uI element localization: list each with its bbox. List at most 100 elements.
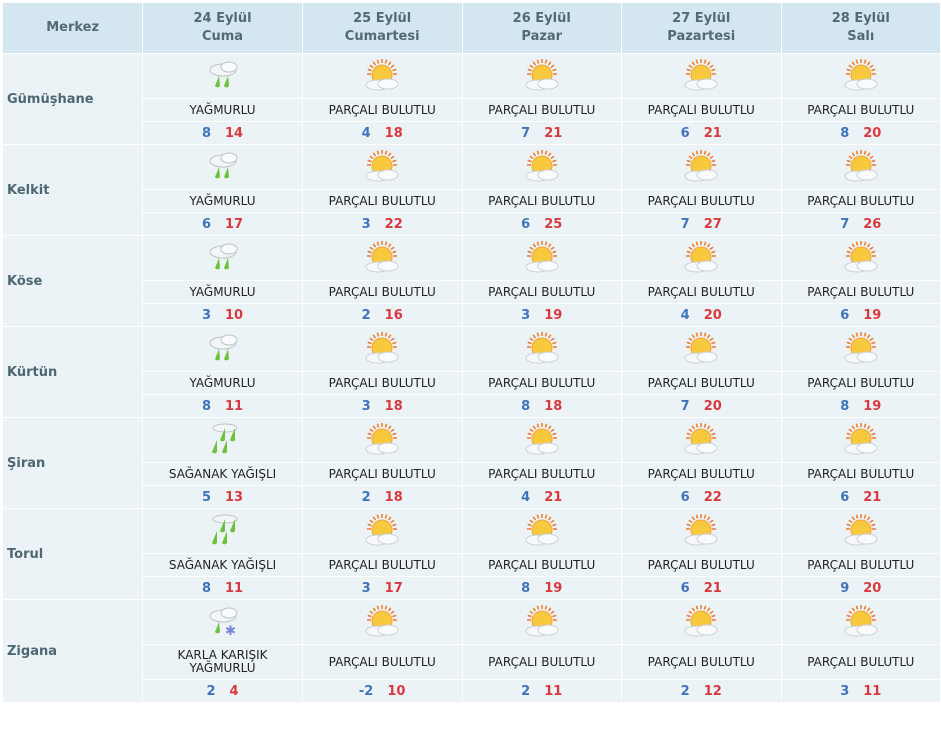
max-temp: 14: [225, 125, 244, 141]
temperature-cell: 8 20: [781, 122, 940, 144]
condition-text: PARÇALI BULUTLU: [462, 281, 621, 303]
condition-text: KARLA KARIŞIK YAĞMURLU: [143, 645, 302, 679]
min-temp: 8: [521, 580, 531, 596]
partly-cloudy-icon: [622, 241, 781, 275]
max-temp: 19: [863, 307, 882, 323]
min-temp: 6: [680, 125, 690, 141]
min-temp: 2: [521, 683, 531, 699]
header-date: 25 Eylül: [353, 11, 412, 26]
temperature-cell: 7 27: [621, 213, 781, 235]
max-temp: 21: [703, 125, 722, 141]
weather-icon-cell: [302, 509, 462, 553]
partly-cloudy-icon: [782, 332, 940, 366]
weather-icon-cell: [781, 145, 940, 189]
weather-icon-cell: [462, 418, 621, 462]
max-temp: 11: [544, 683, 563, 699]
temperature-cell: 8 11: [143, 577, 302, 599]
weather-icon-cell: [302, 418, 462, 462]
condition-text: PARÇALI BULUTLU: [462, 372, 621, 394]
max-temp: 21: [544, 125, 563, 141]
temperature-cell: 2 12: [621, 680, 781, 702]
condition-text: PARÇALI BULUTLU: [302, 190, 462, 212]
city-name: Kürtün: [3, 327, 143, 417]
heavy-rain-icon: [143, 513, 302, 549]
partly-cloudy-icon: [463, 423, 621, 457]
table-row: 3 10 2 16 3 19 4 20 6 19: [3, 304, 940, 326]
temperature-cell: 5 13: [143, 486, 302, 508]
weather-icon-cell: ✱: [143, 600, 302, 644]
weather-icon-cell: [781, 236, 940, 280]
min-temp: 3: [361, 216, 371, 232]
temperature-cell: -2 10: [302, 680, 462, 702]
min-temp: -2: [358, 683, 374, 699]
partly-cloudy-icon: [622, 423, 781, 457]
forecast-table: Merkez 24 Eylül Cuma 25 Eylül Cumartesi 26 E…: [2, 2, 941, 703]
temperature-cell: 6 21: [621, 577, 781, 599]
min-temp: 2: [206, 683, 216, 699]
weather-icon-cell: [302, 54, 462, 98]
weather-icon-cell: [143, 327, 302, 371]
partly-cloudy-icon: [463, 241, 621, 275]
weather-icon-cell: [781, 327, 940, 371]
min-temp: 8: [840, 398, 850, 414]
temperature-cell: 8 18: [462, 395, 621, 417]
header-date: 26 Eylül: [512, 11, 571, 26]
min-temp: 3: [840, 683, 850, 699]
temperature-cell: 3 18: [302, 395, 462, 417]
table-row: YAĞMURLU PARÇALI BULUTLU PARÇALI BULUTLU PA…: [3, 372, 940, 394]
table-row: Köse: [3, 236, 940, 326]
condition-text: PARÇALI BULUTLU: [302, 281, 462, 303]
condition-text: PARÇALI BULUTLU: [621, 281, 781, 303]
partly-cloudy-icon: [303, 605, 462, 639]
header-row: Merkez 24 Eylül Cuma 25 Eylül Cumartesi 26 E…: [3, 3, 940, 53]
table-row: 8 11 3 17 8 19 6 21 9 20: [3, 577, 940, 599]
partly-cloudy-icon: [463, 150, 621, 184]
min-temp: 7: [840, 216, 850, 232]
max-temp: 12: [703, 683, 722, 699]
partly-cloudy-icon: [622, 514, 781, 548]
weather-icon-cell: [621, 236, 781, 280]
max-temp: 25: [544, 216, 563, 232]
weather-icon-cell: [462, 600, 621, 644]
city-name: Köse: [3, 236, 143, 326]
condition-text: PARÇALI BULUTLU: [781, 463, 940, 485]
weather-icon-cell: [143, 145, 302, 189]
partly-cloudy-icon: [782, 605, 940, 639]
condition-text: PARÇALI BULUTLU: [621, 645, 781, 679]
max-temp: 27: [703, 216, 722, 232]
rain-icon: [143, 58, 302, 94]
max-temp: 19: [544, 307, 563, 323]
partly-cloudy-icon: [303, 514, 462, 548]
condition-text: SAĞANAK YAĞIŞLI: [143, 554, 302, 576]
city-name: Gümüşhane: [3, 54, 143, 144]
weather-icon-cell: [462, 236, 621, 280]
min-temp: 8: [521, 398, 531, 414]
temperature-cell: 2 11: [462, 680, 621, 702]
min-temp: 4: [680, 307, 690, 323]
temperature-cell: 3 17: [302, 577, 462, 599]
partly-cloudy-icon: [622, 332, 781, 366]
city-name: Zigana: [3, 600, 143, 702]
city-name: Torul: [3, 509, 143, 599]
temperature-cell: 2 18: [302, 486, 462, 508]
header-weekday: Pazar: [521, 29, 563, 44]
weather-icon-cell: [621, 54, 781, 98]
condition-text: PARÇALI BULUTLU: [621, 463, 781, 485]
max-temp: 11: [225, 398, 244, 414]
partly-cloudy-icon: [622, 150, 781, 184]
min-temp: 6: [680, 580, 690, 596]
condition-text: PARÇALI BULUTLU: [781, 372, 940, 394]
condition-text: PARÇALI BULUTLU: [781, 281, 940, 303]
condition-text: SAĞANAK YAĞIŞLI: [143, 463, 302, 485]
temperature-cell: 8 19: [781, 395, 940, 417]
condition-text: YAĞMURLU: [143, 99, 302, 121]
temperature-cell: 7 20: [621, 395, 781, 417]
table-row: Zigana ✱: [3, 600, 940, 702]
table-row: YAĞMURLU PARÇALI BULUTLU PARÇALI BULUTLU PA…: [3, 281, 940, 303]
condition-text: PARÇALI BULUTLU: [781, 99, 940, 121]
min-temp: 7: [680, 398, 690, 414]
temperature-cell: 8 11: [143, 395, 302, 417]
header-day: 27 Eylül Pazartesi: [621, 3, 781, 53]
min-temp: 6: [201, 216, 211, 232]
condition-text: PARÇALI BULUTLU: [462, 190, 621, 212]
